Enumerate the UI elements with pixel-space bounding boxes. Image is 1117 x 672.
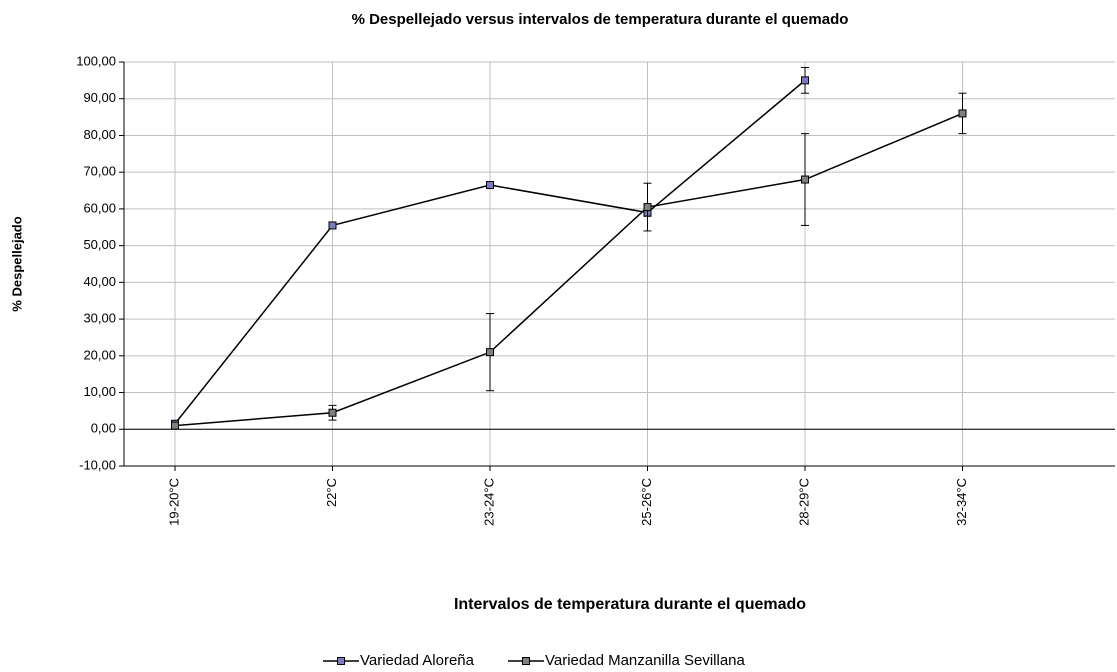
marker bbox=[328, 408, 337, 417]
y-tick-label: 60,00 bbox=[83, 200, 116, 215]
series-line bbox=[174, 112, 963, 427]
chart-title: % Despellejado versus intervalos de temp… bbox=[352, 11, 849, 28]
y-tick-label: 40,00 bbox=[83, 274, 116, 289]
x-tick-label: 25-26°C bbox=[639, 478, 654, 526]
x-tick-label: 28-29°C bbox=[796, 478, 811, 526]
marker bbox=[486, 181, 494, 190]
x-tick-label: 22°C bbox=[324, 478, 339, 507]
marker bbox=[958, 109, 967, 118]
marker bbox=[801, 76, 809, 85]
legend-label: Variedad Manzanilla Sevillana bbox=[545, 652, 745, 669]
y-tick-label: 0,00 bbox=[91, 421, 116, 436]
legend-marker bbox=[522, 657, 530, 665]
legend-marker bbox=[337, 657, 345, 665]
x-axis-title: Intervalos de temperatura durante el que… bbox=[454, 596, 806, 613]
x-tick-label: 23-24°C bbox=[481, 478, 496, 526]
x-tick-label: 32-34°C bbox=[954, 478, 969, 526]
marker bbox=[486, 348, 494, 357]
marker bbox=[328, 221, 337, 230]
y-tick-label: 50,00 bbox=[83, 237, 116, 252]
y-axis-title: % Despellejado bbox=[9, 216, 24, 311]
legend-label: Variedad Aloreña bbox=[360, 652, 475, 669]
y-tick-label: 80,00 bbox=[83, 127, 116, 142]
marker bbox=[643, 203, 652, 212]
y-tick-label: -10,00 bbox=[79, 457, 116, 472]
y-tick-label: 90,00 bbox=[83, 90, 116, 105]
x-tick-label: 19-20°C bbox=[166, 478, 181, 526]
y-tick-label: 100,00 bbox=[76, 53, 116, 68]
marker bbox=[171, 421, 179, 430]
y-tick-label: 70,00 bbox=[83, 164, 116, 179]
y-tick-label: 10,00 bbox=[83, 384, 116, 399]
y-tick-label: 20,00 bbox=[83, 347, 116, 362]
marker bbox=[801, 175, 809, 184]
y-tick-label: 30,00 bbox=[83, 311, 116, 326]
